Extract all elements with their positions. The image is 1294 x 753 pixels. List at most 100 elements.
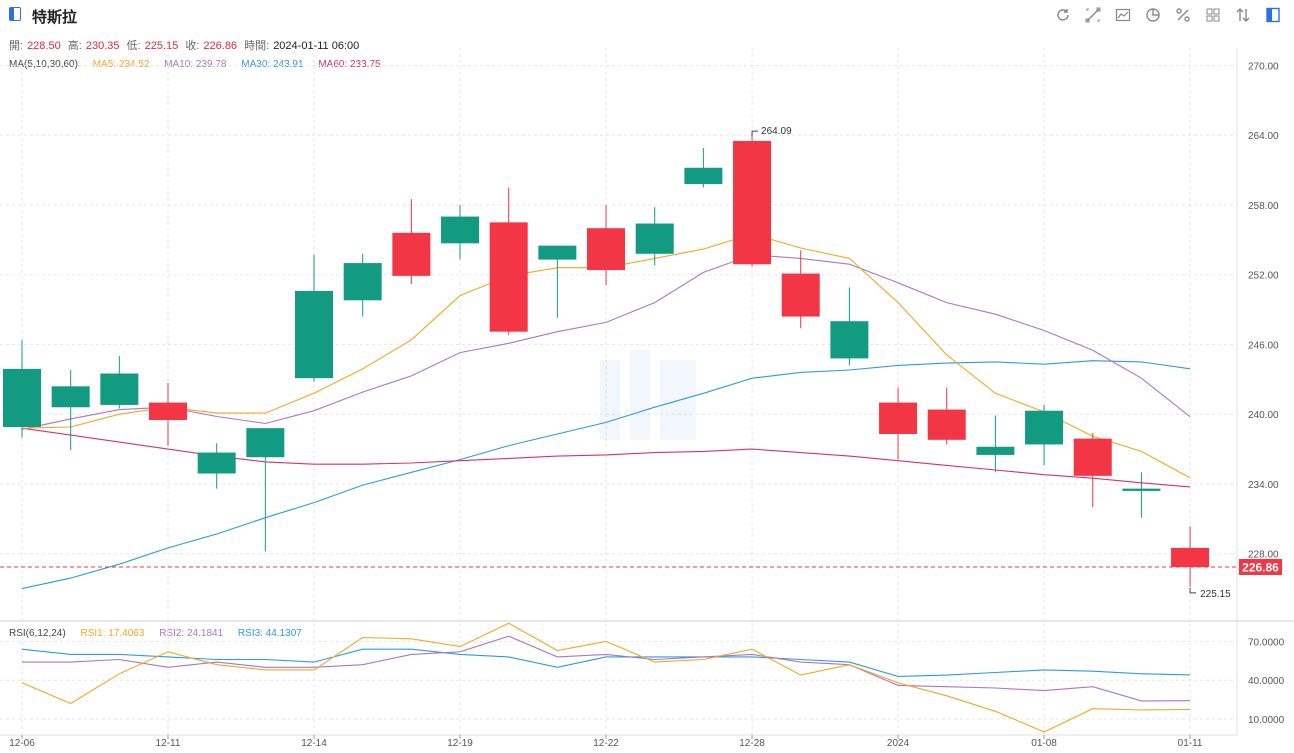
candle-body [441, 216, 480, 244]
candle [684, 147, 723, 188]
x-tick-label: 2024 [887, 738, 910, 749]
rsi-tick-label: 40.0000 [1248, 676, 1285, 687]
candle-body [538, 245, 577, 260]
candle-body [100, 373, 139, 405]
open-value: 228.50 [27, 40, 61, 52]
ma30-legend: MA30: 243.91 [241, 59, 304, 70]
candle-body [197, 452, 236, 474]
candle-body [781, 273, 820, 317]
candle [441, 204, 480, 260]
close-value: 226.86 [203, 40, 238, 52]
candle-body [684, 167, 723, 185]
candle [927, 387, 966, 445]
grid-icon[interactable] [1200, 4, 1226, 26]
y-tick-label: 234.00 [1248, 480, 1279, 491]
candle [100, 356, 139, 409]
candle [1073, 432, 1112, 508]
time-value: 2024-01-11 06:00 [273, 40, 360, 52]
candle-body [1122, 488, 1161, 491]
close-label: 收: [185, 40, 200, 52]
top-bar: 特斯拉 [0, 0, 1294, 30]
candle [976, 415, 1015, 473]
candle-body [1073, 438, 1112, 476]
candle [879, 387, 918, 460]
refresh-icon[interactable] [1050, 4, 1076, 26]
y-tick-label: 240.00 [1248, 410, 1279, 421]
candle-body [489, 222, 528, 332]
x-tick-label: 01-11 [1178, 738, 1203, 749]
y-tick-label: 270.00 [1248, 61, 1279, 72]
candle [295, 254, 334, 382]
last-price-label: 226.86 [1242, 560, 1279, 574]
high-marker-arrow [751, 130, 759, 137]
low-value: 225.15 [144, 40, 179, 52]
candle-body [927, 409, 966, 440]
candle-body [51, 386, 90, 408]
candle [489, 187, 528, 336]
candle [538, 245, 577, 318]
candle-body [635, 223, 674, 254]
sort-icon[interactable] [1230, 4, 1256, 26]
rsi-tick-label: 70.0000 [1248, 637, 1285, 648]
candle [51, 370, 90, 451]
rsi1-legend: RSI1: 17.4063 [80, 628, 145, 639]
candle-body [587, 228, 626, 271]
ma5-legend: MA5: 234.52 [92, 59, 150, 70]
ma-legend: MA(5,10,30,60) MA5: 234.52 MA10: 239.78 … [9, 59, 393, 70]
watermark-logo [630, 350, 650, 440]
x-tick-label: 01-08 [1031, 738, 1057, 749]
y-tick-label: 264.00 [1248, 131, 1279, 142]
y-tick-label: 246.00 [1248, 340, 1279, 351]
x-tick-label: 12-14 [301, 738, 327, 749]
rsi2-legend: RSI2: 24.1841 [159, 628, 224, 639]
candle-body [830, 321, 869, 359]
candle-body [343, 263, 382, 301]
rsi1-line [21, 622, 1191, 733]
rsi-legend: RSI(6,12,24) RSI1: 17.4063 RSI2: 24.1841… [9, 628, 314, 639]
x-tick-label: 12-22 [593, 738, 619, 749]
y-tick-label: 228.00 [1248, 550, 1279, 561]
compare-icon[interactable] [1110, 4, 1136, 26]
drawing-icon[interactable] [1080, 4, 1106, 26]
candle-body [149, 402, 188, 421]
candle [1122, 472, 1161, 518]
percent-icon[interactable] [1170, 4, 1196, 26]
open-label: 開: [9, 40, 24, 52]
candle-body [3, 368, 41, 428]
time-label: 時間: [244, 40, 270, 52]
x-tick-label: 12-06 [9, 738, 35, 749]
candle [149, 382, 188, 446]
candle [343, 253, 382, 317]
high-value: 230.35 [85, 40, 120, 52]
rsi2-line [22, 635, 1191, 702]
x-tick-label: 12-28 [739, 738, 765, 749]
candle [635, 207, 674, 266]
rsi-tick-label: 10.0000 [1248, 715, 1285, 726]
ma10-legend: MA10: 239.78 [164, 59, 227, 70]
rsi-legend-name: RSI(6,12,24) [9, 628, 66, 639]
candle-body [976, 446, 1015, 455]
ohlc-readout: 開: 228.50 高: 230.35 低: 225.15 收: 226.86 時間: 2… [9, 37, 363, 53]
candle-body [246, 428, 285, 458]
candle-body [1171, 547, 1210, 567]
layout-icon[interactable] [1260, 4, 1286, 26]
ma60-legend: MA60: 233.75 [318, 59, 381, 70]
candle-body [733, 141, 772, 265]
candle [587, 204, 626, 286]
low-label: 低: [126, 40, 141, 52]
y-tick-label: 252.00 [1248, 271, 1279, 282]
rsi3-legend: RSI3: 44.1307 [237, 628, 302, 639]
low-marker-arrow [1189, 587, 1197, 594]
panel-icon [9, 7, 21, 21]
candle [246, 428, 285, 552]
candle-body [1025, 410, 1064, 445]
ma10-line [21, 254, 1191, 430]
rsi3-line [21, 648, 1191, 677]
stock-title: 特斯拉 [32, 9, 78, 26]
toolbar [1050, 4, 1286, 26]
pie-icon[interactable] [1140, 4, 1166, 26]
x-tick-label: 12-19 [447, 738, 473, 749]
candle [392, 199, 431, 285]
candle [1025, 404, 1064, 466]
